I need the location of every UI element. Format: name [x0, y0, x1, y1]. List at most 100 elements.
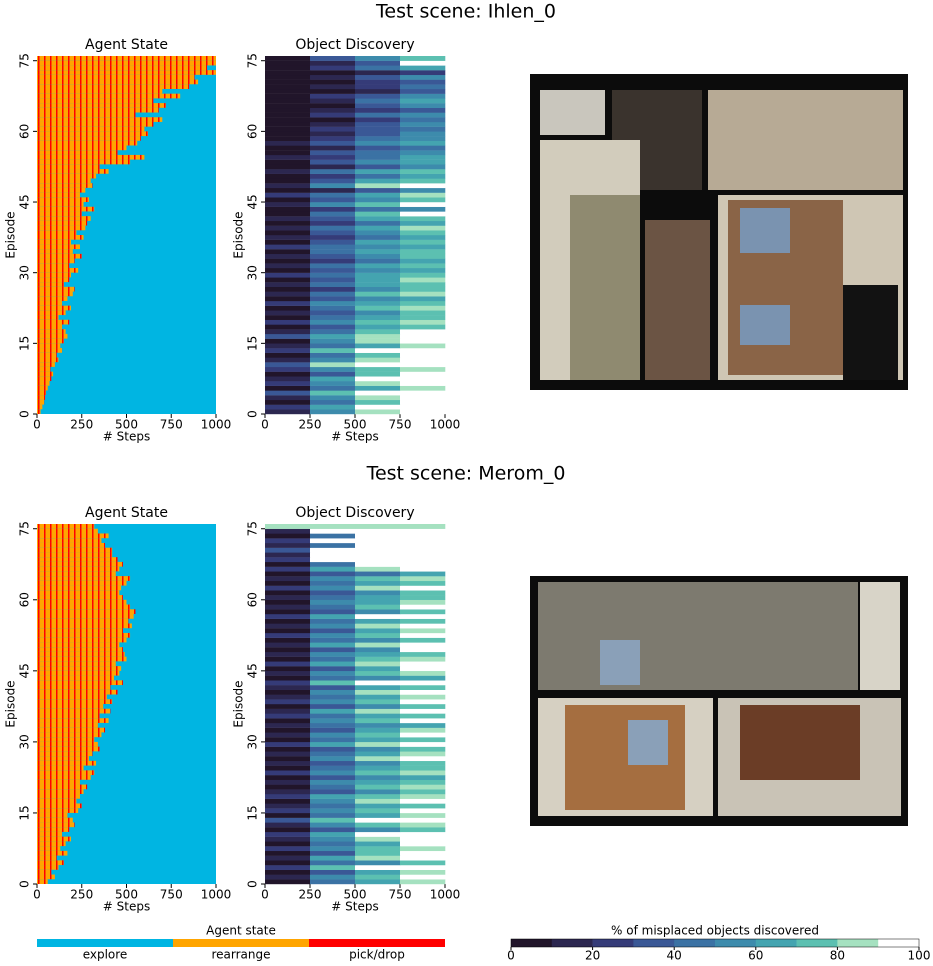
- rearrange-bar: [37, 590, 120, 596]
- discovery-cell: [265, 642, 311, 648]
- discovery-cell: [355, 187, 401, 193]
- discovery-cell: [265, 60, 311, 66]
- discovery-cell: [400, 249, 446, 255]
- discovery-cell: [310, 656, 356, 662]
- rearrange-bar: [37, 319, 70, 325]
- discovery-cell: [400, 576, 446, 582]
- rearrange-bar: [37, 760, 97, 766]
- rearrange-bar: [37, 670, 120, 676]
- discovery-cell: [355, 202, 401, 207]
- discovery-cell: [355, 609, 401, 615]
- discovery-cell: [310, 879, 356, 885]
- rearrange-bar: [37, 860, 64, 866]
- discovery-cell: [310, 666, 356, 672]
- discovery-cell: [355, 647, 401, 653]
- discovery-cell: [355, 614, 401, 619]
- discovery-cell: [400, 282, 446, 288]
- discovery-cell: [310, 718, 356, 724]
- discovery-cell: [355, 855, 401, 861]
- discovery-cell: [355, 874, 401, 880]
- discovery-cell: [400, 794, 446, 799]
- discovery-cell: [355, 159, 401, 165]
- discovery-cell: [265, 746, 311, 752]
- discovery-cell: [265, 599, 311, 605]
- discovery-cell: [310, 366, 356, 372]
- discovery-cell: [310, 542, 356, 548]
- discovery-cell: [310, 333, 356, 339]
- discovery-cell: [400, 850, 446, 856]
- x-tick-label: 750: [389, 888, 412, 902]
- discovery-cell: [310, 239, 356, 245]
- discovery-cell: [265, 357, 311, 363]
- discovery-cell: [265, 324, 311, 330]
- discovery-cell: [355, 741, 401, 747]
- discovery-cell: [310, 390, 356, 396]
- discovery-cell: [400, 699, 446, 705]
- rearrange-bar: [37, 352, 57, 358]
- discovery-cell: [310, 571, 356, 577]
- rearrange-bar: [37, 661, 116, 667]
- discovery-cell: [265, 651, 311, 657]
- discovery-cell: [400, 159, 446, 165]
- x-tick-label: 0: [33, 418, 41, 432]
- rearrange-bar: [37, 286, 75, 292]
- rearrange-bar: [37, 647, 123, 652]
- rearrange-bar: [37, 817, 73, 823]
- discovery-cell: [400, 585, 446, 591]
- discovery-cell: [265, 614, 311, 619]
- discovery-cell: [400, 855, 446, 861]
- rearrange-bar: [37, 609, 136, 614]
- colorbar-tick-label: 80: [830, 949, 845, 963]
- discovery-cell: [265, 770, 311, 776]
- discovery-cell: [355, 362, 401, 368]
- rearrange-bar: [37, 315, 59, 320]
- discovery-cell: [265, 727, 311, 733]
- rearrange-bar: [37, 699, 113, 704]
- discovery-cell: [400, 357, 446, 363]
- discovery-cell: [310, 874, 356, 880]
- y-tick-label: 30: [18, 734, 32, 749]
- discovery-cell: [265, 333, 311, 339]
- discovery-cell: [355, 253, 401, 259]
- rearrange-bar: [37, 727, 106, 733]
- discovery-cell: [310, 98, 356, 104]
- discovery-cell: [355, 371, 401, 377]
- discovery-cell: [355, 178, 401, 184]
- discovery-cell: [310, 183, 356, 189]
- discovery-cell: [400, 642, 446, 648]
- colorbar-swatch: [796, 939, 838, 947]
- discovery-cell: [310, 253, 356, 259]
- discovery-cell: [355, 131, 401, 137]
- discovery-cell: [400, 836, 446, 842]
- discovery-cell: [265, 784, 311, 790]
- panel-title: Agent State: [85, 505, 168, 521]
- rearrange-bar: [37, 685, 111, 690]
- rearrange-bar: [37, 651, 125, 657]
- discovery-cell: [355, 680, 401, 686]
- discovery-cell: [310, 789, 356, 795]
- discovery-cell: [355, 566, 401, 572]
- discovery-cell: [355, 381, 401, 386]
- discovery-cell: [355, 571, 401, 577]
- discovery-cell: [310, 385, 356, 391]
- discovery-cell: [400, 56, 446, 61]
- x-tick-label: 1000: [201, 418, 232, 432]
- discovery-cell: [355, 126, 401, 132]
- discovery-cell: [400, 183, 446, 189]
- discovery-cell: [310, 319, 356, 325]
- discovery-cell: [400, 112, 446, 118]
- y-tick-label: 15: [18, 805, 32, 820]
- legend-label: pick/drop: [349, 948, 405, 962]
- rearrange-bar: [37, 136, 141, 141]
- discovery-cell: [310, 357, 356, 363]
- discovery-cell: [400, 713, 446, 719]
- y-tick-label: 45: [246, 663, 260, 678]
- y-tick-label: 0: [246, 880, 260, 888]
- discovery-cell: [310, 547, 356, 553]
- rearrange-bar: [37, 827, 70, 832]
- discovery-cell: [265, 88, 311, 94]
- discovery-cell: [265, 831, 311, 837]
- discovery-cell: [355, 107, 401, 113]
- x-tick-label: 250: [299, 888, 322, 902]
- discovery-cell: [400, 779, 446, 785]
